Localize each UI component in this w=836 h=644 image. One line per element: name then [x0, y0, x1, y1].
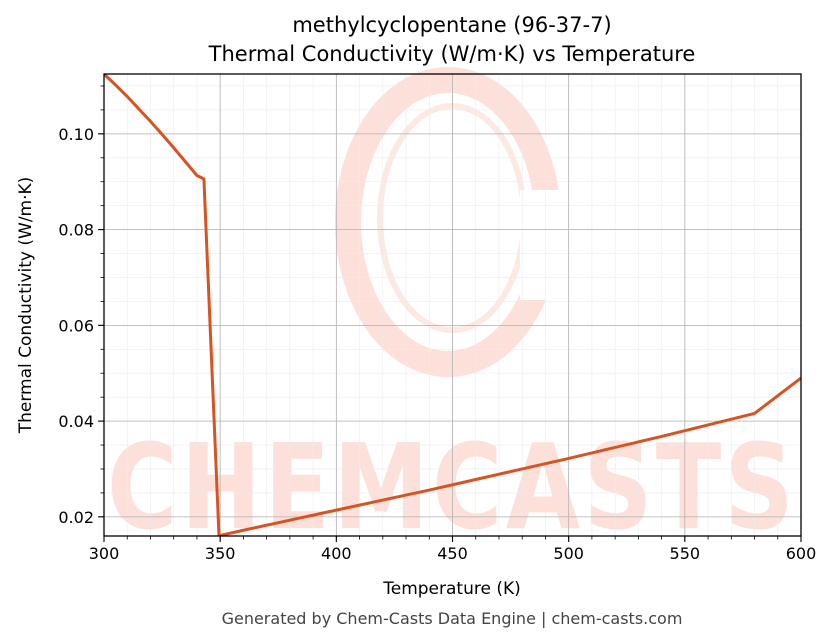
- chemcasts-watermark: CHEMCASTS: [107, 67, 797, 556]
- series-line: [104, 74, 801, 536]
- y-tick-label: 0.08: [58, 221, 94, 240]
- x-tick-label: 400: [321, 544, 352, 563]
- x-tick-label: 300: [89, 544, 120, 563]
- series-group: [104, 74, 801, 536]
- x-tick-label: 500: [553, 544, 584, 563]
- y-tick-label: 0.04: [58, 412, 94, 431]
- x-axis-label: Temperature (K): [382, 579, 521, 599]
- plot-frame: [103, 73, 802, 537]
- axis-tick-labels: 300 350 400 450 500 550 600 0.02 0.04 0.06 0.08 0.1…: [58, 125, 816, 563]
- x-tick-label: 550: [670, 544, 701, 563]
- y-tick-label: 0.06: [58, 316, 94, 335]
- x-tick-label: 600: [786, 544, 817, 563]
- y-tick-label: 0.02: [58, 508, 94, 527]
- chart-subtitle: Thermal Conductivity (W/m·K) vs Temperat…: [208, 42, 696, 66]
- y-axis-label: Thermal Conductivity (W/m·K): [16, 177, 36, 435]
- footer-credit: Generated by Chem-Casts Data Engine | ch…: [222, 609, 683, 628]
- y-tick-label: 0.10: [58, 125, 94, 144]
- x-tick-label: 450: [437, 544, 468, 563]
- watermark-logo-gap: [520, 190, 580, 300]
- watermark-logo-ring-inner: [377, 103, 527, 333]
- chart-title: methylcyclopentane (96-37-7): [292, 13, 611, 37]
- x-tick-label: 350: [205, 544, 236, 563]
- watermark-text: CHEMCASTS: [107, 418, 797, 556]
